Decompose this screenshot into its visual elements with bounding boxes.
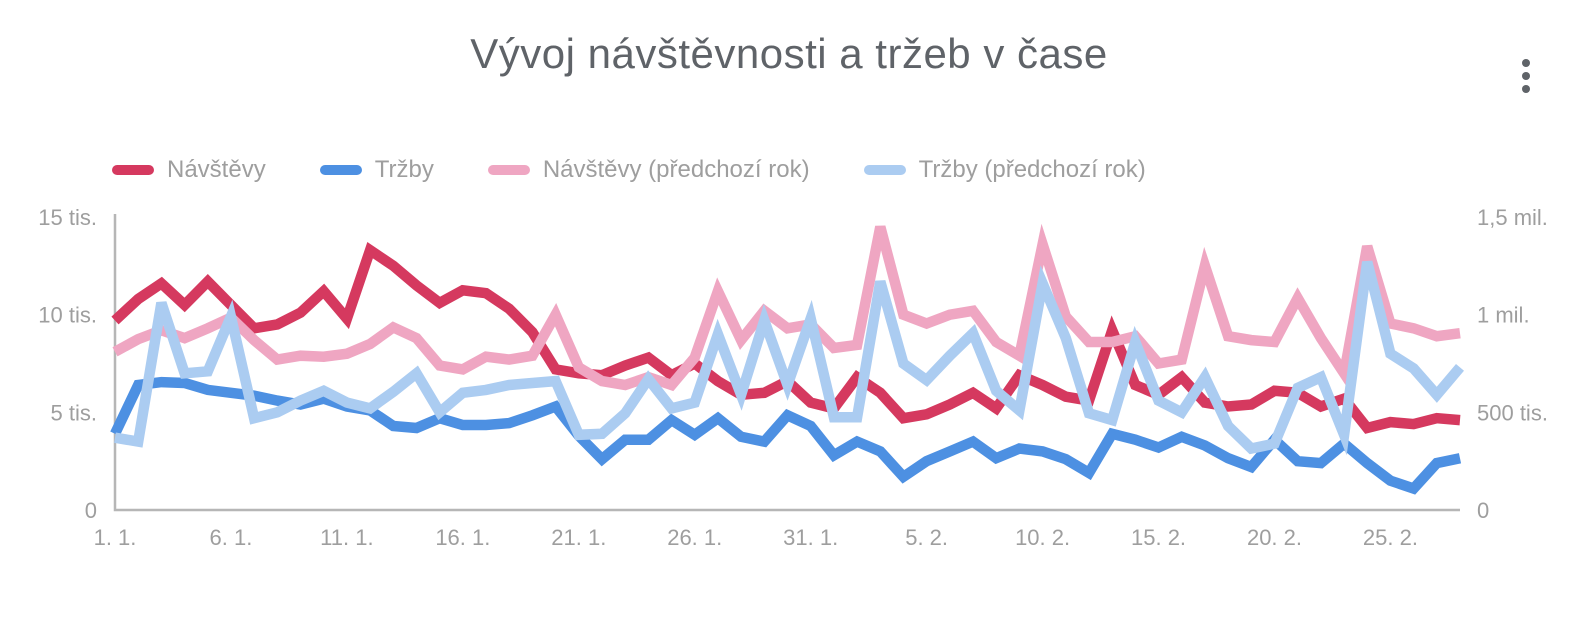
- series-line-tr-by-p-edchoz-rok-[interactable]: [114, 260, 1465, 456]
- chart-menu-button[interactable]: [1512, 52, 1540, 100]
- legend-swatch-icon: [487, 165, 530, 175]
- legend-item-navstevy: Návštěvy: [112, 156, 266, 184]
- right-axis-tick-label: 0: [1477, 498, 1489, 523]
- series-line-n-v-t-vy-p-edchoz-rok-[interactable]: [112, 223, 1461, 392]
- left-axis-tick-label: 5 tis.: [51, 400, 97, 425]
- x-axis-tick-label: 21. 1.: [551, 525, 606, 550]
- x-axis-tick-label: 25. 2.: [1363, 525, 1418, 550]
- x-axis-tick-label: 31. 1.: [783, 525, 838, 550]
- left-axis-tick-label: 10 tis.: [38, 303, 97, 328]
- kebab-menu-icon: [1522, 72, 1530, 80]
- x-axis-tick-label: 5. 2.: [905, 525, 948, 550]
- chart-title: Vývoj návštěvnosti a tržeb v čase: [470, 30, 1108, 77]
- legend-label: Tržby (předchozí rok): [918, 156, 1146, 183]
- left-axis-tick-label: 0: [85, 498, 97, 523]
- legend-label: Návštěvy: [167, 156, 266, 183]
- legend-item-trzby-predchozi-rok: Tržby (předchozí rok): [863, 156, 1146, 184]
- right-axis-tick-label: 500 tis.: [1477, 400, 1548, 425]
- legend-item-navstevy-predchozi-rok: Návštěvy (předchozí rok): [487, 156, 810, 184]
- right-axis-tick-label: 1,5 mil.: [1477, 205, 1548, 230]
- legend-item-trzby: Tržby: [319, 156, 434, 184]
- left-axis-tick-label: 15 tis.: [38, 205, 97, 230]
- right-axis-tick-label: 1 mil.: [1477, 303, 1530, 328]
- legend-label: Tržby: [374, 156, 434, 183]
- x-axis-tick-label: 20. 2.: [1247, 525, 1302, 550]
- legend-swatch-icon: [319, 165, 362, 175]
- x-axis-tick-label: 6. 1.: [210, 525, 253, 550]
- x-axis-tick-label: 15. 2.: [1131, 525, 1186, 550]
- chart-legend: Návštěvy Tržby Návštěvy (předchozí rok) …: [112, 156, 1146, 184]
- x-axis-tick-label: 10. 2.: [1015, 525, 1070, 550]
- x-axis-tick-label: 26. 1.: [667, 525, 722, 550]
- kebab-menu-icon: [1522, 85, 1530, 93]
- axis-lines: [113, 214, 1460, 512]
- x-axis-tick-label: 16. 1.: [435, 525, 490, 550]
- legend-label: Návštěvy (předchozí rok): [542, 156, 810, 183]
- legend-swatch-icon: [112, 165, 154, 175]
- x-axis-tick-label: 11. 1.: [320, 525, 373, 550]
- x-axis-tick-label: 1. 1.: [94, 525, 137, 550]
- kebab-menu-icon: [1522, 59, 1530, 67]
- legend-swatch-icon: [863, 165, 906, 175]
